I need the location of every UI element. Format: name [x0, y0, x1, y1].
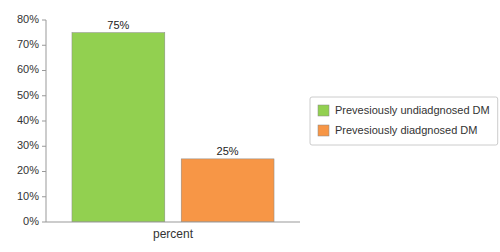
y-tick: [42, 45, 46, 46]
legend-frame: [310, 97, 498, 145]
y-tick: [42, 222, 46, 223]
y-tick-label: 50%: [17, 89, 39, 101]
y-tick: [42, 121, 46, 122]
legend-swatch: [318, 105, 329, 116]
y-tick: [42, 171, 46, 172]
y-tick: [42, 95, 46, 96]
y-tick-label: 10%: [17, 190, 39, 202]
x-tick-label: percent: [153, 227, 194, 241]
y-tick-label: 60%: [17, 63, 39, 75]
x-axis: [46, 222, 300, 223]
y-tick-label: 20%: [17, 164, 39, 176]
data-label: 25%: [217, 145, 239, 157]
y-axis: [46, 20, 47, 222]
y-tick-label: 70%: [17, 38, 39, 50]
y-tick-label: 80%: [17, 13, 39, 25]
bar: [72, 33, 165, 222]
y-tick: [42, 196, 46, 197]
y-tick-label: 30%: [17, 139, 39, 151]
y-tick-label: 0%: [23, 215, 39, 227]
bar: [181, 159, 274, 222]
legend-label: Prevesiously diadgnosed DM: [335, 124, 477, 136]
legend-swatch: [318, 125, 329, 136]
y-tick: [42, 146, 46, 147]
y-tick-label: 40%: [17, 114, 39, 126]
bars: [72, 33, 274, 222]
y-tick: [42, 20, 46, 21]
chart: 0% 10% 20% 30% 40% 50% 60% 70% 80% percent 75% 25% P…: [0, 0, 500, 252]
legend: Prevesiously undiadgnosed DM Prevesiously…: [310, 97, 498, 145]
data-label: 75%: [107, 19, 129, 31]
y-tick: [42, 70, 46, 71]
legend-label: Prevesiously undiadgnosed DM: [335, 104, 490, 116]
